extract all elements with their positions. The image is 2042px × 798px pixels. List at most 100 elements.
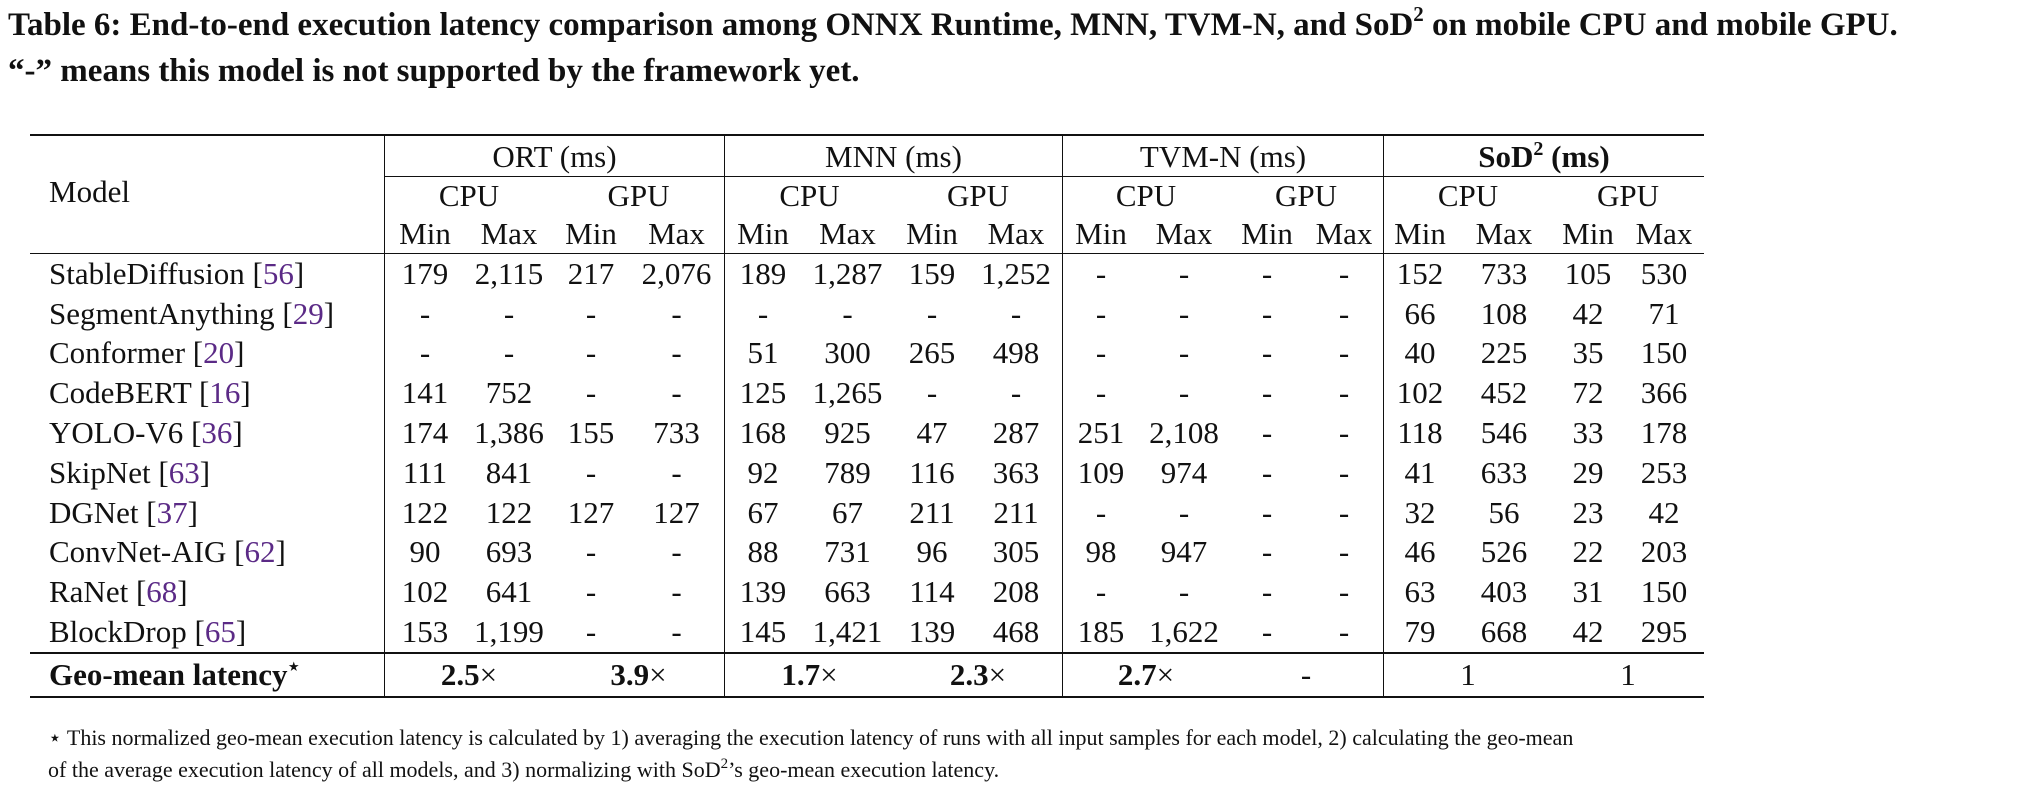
latency-cell: 363: [992, 454, 1040, 490]
latency-cell: -: [724, 293, 801, 334]
latency-cell: 211: [993, 494, 1039, 530]
model-name: RaNet: [49, 574, 129, 610]
header-stat-max: Max: [629, 215, 725, 254]
citation-link[interactable]: 62: [244, 534, 276, 570]
latency-cell: -: [1062, 373, 1139, 414]
geomean-star: ⋆: [287, 655, 300, 678]
header-stat-min: Min: [1552, 215, 1624, 254]
latency-cell: 105: [1564, 255, 1612, 291]
table-body: StableDiffusion [56] 179 2,115 217 2,076 189 1…: [30, 253, 1704, 654]
citation-link[interactable]: 65: [204, 614, 236, 650]
latency-cell: -: [1010, 375, 1022, 411]
latency-cell: 56: [1488, 494, 1520, 530]
latency-cell: -: [384, 333, 465, 374]
citation-link[interactable]: 29: [292, 295, 324, 331]
latency-cell: 90: [384, 532, 465, 573]
model-name-cell: StableDiffusion [56]: [49, 255, 305, 291]
latency-table: Model ORT (ms) MNN (ms) TVM-N (ms) SoD2 …: [30, 134, 1704, 698]
model-name: SkipNet: [49, 454, 151, 490]
latency-cell: -: [1261, 454, 1273, 490]
latency-cell: 159: [908, 255, 956, 291]
latency-cell: 46: [1383, 532, 1456, 573]
model-name-cell: ConvNet-AIG [62]: [49, 534, 286, 570]
latency-cell: 2,108: [1149, 415, 1219, 451]
latency-cell: 203: [1640, 534, 1688, 570]
geomean-cell: 3.9×: [553, 652, 725, 698]
latency-cell: -: [1178, 574, 1190, 610]
model-name-cell: DGNet [37]: [49, 494, 198, 530]
latency-cell: -: [1338, 494, 1350, 530]
header-stat-min: Min: [1383, 215, 1456, 254]
header-stat-max: Max: [1456, 215, 1552, 254]
model-name: StableDiffusion: [49, 255, 245, 291]
latency-cell: -: [1261, 415, 1273, 451]
latency-cell: -: [1178, 255, 1190, 291]
header-stat-min: Min: [724, 215, 801, 254]
geomean-value: 3.9: [610, 656, 650, 692]
geomean-value: 2.5: [440, 656, 480, 692]
latency-cell: 40: [1383, 333, 1456, 374]
latency-cell: -: [1261, 295, 1273, 331]
latency-cell: -: [585, 335, 597, 371]
model-name: DGNet: [49, 494, 139, 530]
latency-cell: 403: [1480, 574, 1528, 610]
citation-link[interactable]: 36: [201, 415, 233, 451]
latency-cell: 2,076: [641, 255, 712, 291]
latency-cell: 925: [824, 415, 871, 451]
latency-cell: 118: [1383, 413, 1456, 453]
latency-cell: 179: [384, 253, 465, 294]
citation-link[interactable]: 37: [156, 494, 188, 530]
latency-cell: -: [926, 295, 938, 331]
latency-cell: -: [1178, 494, 1190, 530]
latency-cell: 98: [1062, 532, 1139, 573]
latency-cell: 42: [1572, 295, 1604, 331]
latency-cell: 35: [1572, 335, 1604, 371]
citation-link[interactable]: 56: [262, 255, 294, 291]
geomean-label: Geo-mean latency: [49, 656, 288, 692]
model-name: Conformer: [49, 335, 186, 371]
latency-cell: 33: [1572, 415, 1604, 451]
geomean-cell: 1.7×: [724, 652, 894, 698]
latency-cell: 1,622: [1139, 612, 1229, 654]
latency-cell: -: [1010, 295, 1022, 331]
latency-cell: 731: [824, 534, 871, 570]
latency-cell: 452: [1480, 375, 1528, 411]
latency-cell: 127: [567, 494, 615, 530]
latency-cell: 88: [724, 532, 801, 573]
latency-cell: 114: [909, 574, 955, 610]
model-name: YOLO-V6: [49, 415, 184, 451]
latency-cell: -: [585, 375, 597, 411]
latency-cell: 287: [992, 415, 1040, 451]
caption-sup: 2: [1413, 2, 1424, 26]
header-device-mnn-gpu: GPU: [946, 178, 1009, 213]
latency-cell: 42: [1552, 612, 1624, 654]
citation-link[interactable]: 68: [146, 574, 178, 610]
latency-cell: 1,252: [981, 255, 1051, 291]
latency-cell: 67: [724, 492, 801, 533]
geomean-unit: ×: [820, 656, 838, 692]
caption-text-end: on mobile CPU and mobile GPU.: [1423, 7, 1898, 43]
latency-cell: 92: [724, 452, 801, 493]
latency-cell: 168: [724, 413, 801, 453]
header-stat-min: Min: [553, 215, 629, 254]
header-stat-max: Max: [1305, 215, 1384, 254]
header-framework-mnn: MNN (ms): [724, 134, 1063, 177]
caption-label: Table 6:: [8, 7, 122, 43]
latency-cell: 109: [1062, 452, 1139, 493]
geomean-value: 1: [1620, 656, 1636, 692]
table-row: ConvNet-AIG [62] 90 693 - - 88 731 96 305 98 947 - -…: [30, 532, 1704, 573]
latency-cell: 974: [1160, 454, 1208, 490]
model-name-cell: RaNet [68]: [49, 574, 188, 610]
citation-link[interactable]: 20: [203, 335, 235, 371]
latency-cell: -: [1261, 534, 1273, 570]
latency-cell: 23: [1572, 494, 1604, 530]
header-model: Model: [30, 134, 385, 215]
sod-sup: 2: [1533, 138, 1544, 160]
footnote-line-1: ⋆ This normalized geo-mean execution lat…: [48, 722, 1573, 754]
citation-link[interactable]: 16: [209, 375, 241, 411]
model-name-cell: Conformer [20]: [49, 335, 245, 371]
citation-link[interactable]: 63: [168, 454, 200, 490]
latency-cell: 217: [567, 255, 615, 291]
latency-cell: 22: [1572, 534, 1604, 570]
latency-cell: 693: [485, 534, 533, 570]
